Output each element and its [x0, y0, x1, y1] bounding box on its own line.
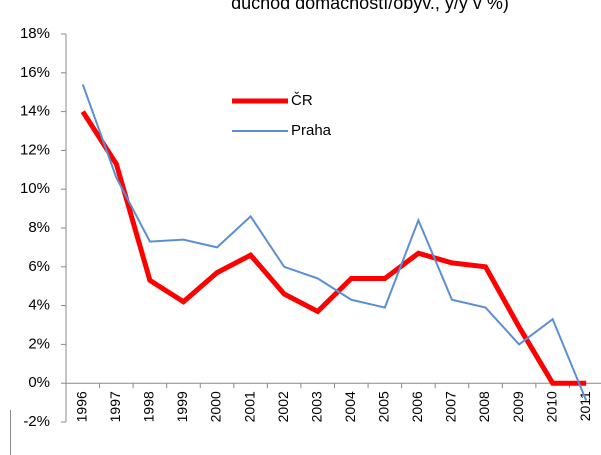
- y-tick-label: -2%: [23, 413, 50, 430]
- x-tick-label: 2001: [241, 391, 257, 422]
- y-tick-label: 14%: [20, 103, 50, 120]
- series-line: [81, 84, 588, 402]
- legend-label: Praha: [291, 122, 332, 139]
- x-tick-label: 2006: [409, 391, 425, 422]
- x-tick-label: 1997: [107, 391, 123, 422]
- x-tick-label: 2007: [443, 391, 459, 422]
- x-tick-label: 2003: [308, 391, 324, 422]
- x-tick-label: 2004: [342, 391, 358, 422]
- y-tick-label: 8%: [28, 219, 50, 236]
- y-tick-label: 16%: [20, 64, 50, 81]
- x-tick-label: 2008: [476, 391, 492, 422]
- y-tick-label: 12%: [20, 141, 50, 158]
- x-tick-label: 1998: [141, 391, 157, 422]
- y-tick-label: 18%: [20, 25, 50, 42]
- x-tick-label: 2009: [510, 391, 526, 422]
- x-tick-label: 1999: [174, 391, 190, 422]
- y-tick-label: 0%: [28, 374, 50, 391]
- chart-title: důchod domácností/obyv., y/y v %): [231, 0, 509, 13]
- x-tick-label: 2002: [275, 391, 291, 422]
- x-tick-label: 2011: [577, 391, 593, 421]
- x-tick-label: 2005: [376, 391, 392, 422]
- legend-label: ČR: [291, 92, 313, 109]
- y-tick-label: 2%: [28, 335, 50, 352]
- x-tick-label: 2000: [208, 391, 224, 422]
- series-line: [80, 110, 587, 386]
- y-tick-label: 4%: [28, 297, 50, 314]
- y-tick-label: 10%: [20, 180, 50, 197]
- x-tick-label: 1996: [73, 391, 89, 422]
- y-tick-label: 6%: [28, 258, 50, 275]
- x-tick-label: 2010: [543, 391, 559, 422]
